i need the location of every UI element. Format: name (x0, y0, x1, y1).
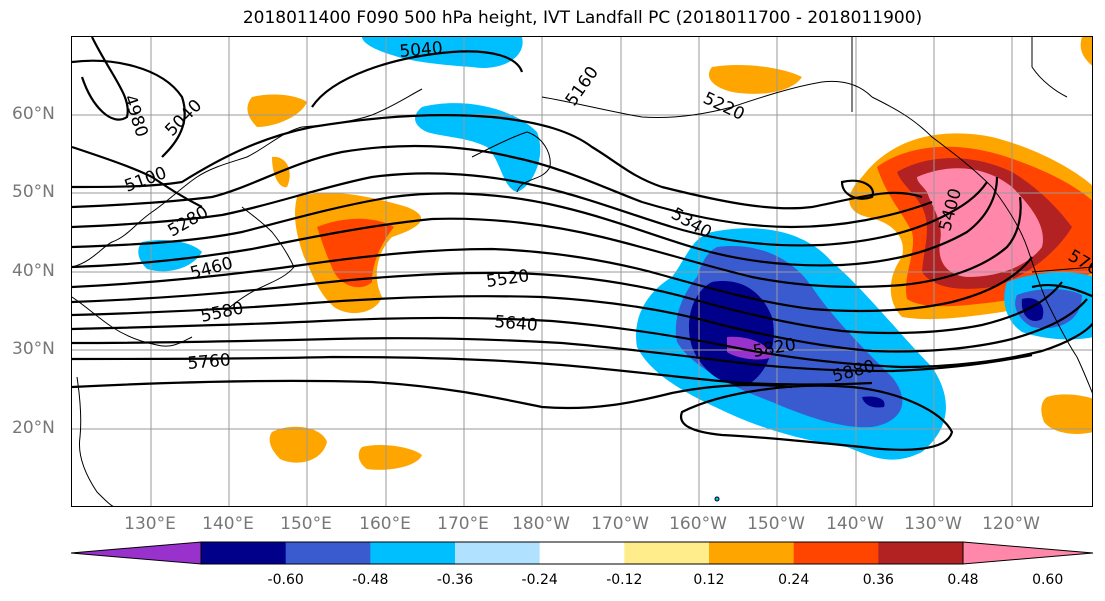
contour-5040-west (72, 59, 186, 158)
colorbar-segment (793, 542, 879, 564)
colorbar-tick-label: 0.12 (693, 572, 725, 588)
coast-philippines (76, 376, 114, 506)
lon-label-180w: 180°W (512, 514, 570, 534)
contour-label-group: 4980 5040 5100 5280 5460 5580 5760 5040 … (119, 38, 1092, 387)
colorbar-extend-high (962, 541, 1094, 565)
coastlines (72, 37, 1092, 506)
contour-5460 (72, 247, 1033, 313)
map-canvas: 4980 5040 5100 5280 5460 5580 5760 5040 … (72, 37, 1092, 506)
lon-label-140w: 140°W (826, 514, 884, 534)
contour-label: 5280 (165, 202, 212, 241)
contour-5880 (679, 384, 954, 451)
lon-label-130e: 130°E (124, 514, 176, 534)
colorbar-segments (71, 541, 1094, 565)
contour-5280 (72, 172, 988, 247)
contour-label: 5580 (199, 298, 245, 327)
contour-5220 (72, 144, 933, 229)
shade-orange-okhotsk (247, 94, 307, 127)
colorbar-segment (709, 542, 795, 564)
lon-label-150w: 150°W (747, 514, 805, 534)
colorbar-segment (455, 542, 541, 564)
shade-red-west (317, 218, 394, 288)
graticule (72, 37, 1092, 506)
contour-label: 5520 (485, 266, 531, 292)
contour-4980 (80, 37, 129, 121)
contour-5040-north (311, 50, 524, 108)
coast-kamchatka (471, 131, 551, 193)
map-panel: 4980 5040 5100 5280 5460 5580 5760 5040 … (71, 36, 1093, 507)
lat-label-40n: 40°N (12, 261, 55, 281)
contour-5400 (72, 196, 1022, 289)
shade-purple-central (727, 336, 772, 360)
map-title: 2018011400 F090 500 hPa height, IVT Land… (242, 8, 923, 28)
coast-asia (72, 88, 423, 268)
contour-5340 (72, 176, 999, 267)
colorbar-tick-label: -0.60 (267, 572, 304, 588)
contour-5520 (72, 271, 1063, 335)
shade-blue-bering (415, 103, 541, 192)
contour-label: 5220 (700, 88, 748, 124)
coast-na-west (871, 96, 1092, 394)
lon-label-150e: 150°E (280, 514, 332, 534)
shade-pink-east (917, 168, 1043, 277)
contour-5100-west (72, 145, 203, 208)
contour-label: 5040 (399, 38, 444, 62)
height-contours (72, 37, 1092, 451)
shade-blue-manchuria (138, 240, 202, 272)
colorbar-tick-label: 0.60 (1032, 572, 1064, 588)
contour-5640 (72, 316, 1092, 369)
colorbar-tick-label: 0.24 (778, 572, 810, 588)
contour-5580 (72, 295, 1088, 353)
border-ne (1031, 37, 1068, 98)
lon-label-120w: 120°W (982, 514, 1040, 534)
colorbar-segment (878, 542, 964, 564)
lon-label-160w: 160°W (669, 514, 727, 534)
colorbar-outline (200, 541, 964, 565)
contour-5820 (72, 379, 793, 410)
colorbar-segment (539, 542, 625, 564)
colorbar-segment (285, 542, 371, 564)
contour-5760-east (1031, 283, 1092, 298)
contour-label: 5340 (668, 204, 715, 243)
colorbar-tick-label: 0.48 (947, 572, 979, 588)
contour-5700 (72, 337, 1033, 373)
shade-darkblue-south (862, 396, 885, 408)
shade-orange-mexico (1041, 394, 1092, 434)
colorbar (71, 541, 1094, 565)
lat-label-20n: 20°N (12, 418, 55, 438)
island-hawaii-dot (714, 496, 720, 502)
lat-label-30n: 30°N (12, 339, 55, 359)
colorbar-segment (201, 542, 287, 564)
shade-orange-ne (1080, 37, 1092, 66)
contour-low-east (840, 179, 875, 200)
contour-label: 4980 (119, 92, 151, 139)
border-us (1031, 266, 1092, 273)
coast-alaska (541, 80, 873, 118)
colorbar-tick-label: -0.24 (521, 572, 558, 588)
contour-label: 5640 (494, 312, 539, 336)
coast-china (72, 296, 193, 347)
contour-5760 (72, 355, 873, 386)
shade-orange-gulf (708, 65, 802, 94)
shade-orange-south2 (358, 444, 422, 470)
lon-label-130w: 130°W (904, 514, 962, 534)
colorbar-extend-low (71, 541, 202, 565)
contour-5160 (72, 113, 923, 210)
lat-label-50n: 50°N (12, 182, 55, 202)
ivt-shading (138, 37, 1092, 470)
lat-label-60n: 60°N (12, 104, 55, 124)
contour-label: 5160 (562, 63, 603, 110)
shade-orange-south1 (269, 426, 327, 463)
colorbar-segment (370, 542, 456, 564)
colorbar-tick-label: -0.12 (606, 572, 643, 588)
lon-label-170e: 170°E (437, 514, 489, 534)
lon-label-160e: 160°E (359, 514, 411, 534)
colorbar-segment (624, 542, 710, 564)
colorbar-tick-label: 0.36 (862, 572, 894, 588)
colorbar-tick-label: -0.48 (352, 572, 389, 588)
colorbar-tick-label: -0.36 (436, 572, 474, 588)
lon-label-140e: 140°E (202, 514, 254, 534)
contour-label: 5760 (187, 350, 232, 374)
lon-label-170w: 170°W (591, 514, 649, 534)
